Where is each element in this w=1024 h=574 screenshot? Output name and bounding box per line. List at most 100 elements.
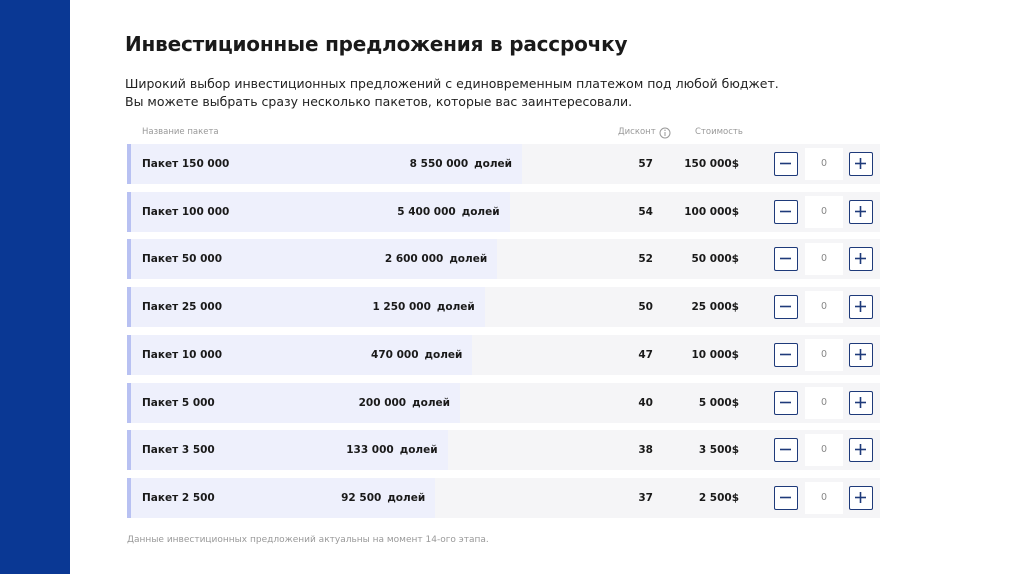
minus-icon: [780, 162, 791, 165]
plus-button[interactable]: [849, 199, 873, 224]
plus-button[interactable]: [849, 390, 873, 415]
minus-button[interactable]: [774, 390, 798, 415]
minus-icon: [780, 305, 791, 308]
minus-icon: [780, 401, 791, 403]
discount: 54: [638, 205, 653, 218]
shares-count: 2 600 000: [384, 253, 444, 266]
plus-icon: [855, 301, 866, 313]
quantity-input[interactable]: 0: [805, 291, 843, 324]
minus-button[interactable]: [774, 438, 798, 463]
minus-button[interactable]: [774, 485, 798, 510]
minus-icon: [780, 353, 791, 356]
quantity-input[interactable]: 0: [805, 434, 843, 467]
plus-button[interactable]: [849, 438, 873, 463]
discount: 47: [638, 348, 653, 361]
minus-button[interactable]: [774, 342, 798, 367]
quantity-input[interactable]: 0: [805, 148, 843, 180]
shares-count: 1 250 000: [372, 301, 431, 314]
minus-button[interactable]: [774, 295, 798, 320]
quantity-input[interactable]: 0: [805, 386, 843, 419]
row-accent: [127, 477, 131, 518]
shares-count: 133 000: [346, 444, 394, 457]
shares-unit: долей: [474, 158, 512, 170]
row-accent: [127, 382, 131, 423]
minus-button[interactable]: [774, 152, 798, 176]
shares: 8 550 000 долей: [127, 144, 512, 184]
quantity-input[interactable]: 0: [805, 243, 843, 276]
shares-unit: долей: [387, 491, 426, 504]
shares: 200 000 долей: [127, 383, 450, 423]
shares: 133 000 долей: [127, 430, 438, 470]
price: 2 500$: [698, 491, 739, 504]
page-title: Инвестиционные предложения в рассрочку: [125, 32, 628, 56]
quantity-input[interactable]: 0: [805, 481, 843, 514]
minus-button[interactable]: [774, 199, 798, 224]
shares-unit: долей: [449, 253, 488, 266]
shares-count: 5 400 000: [397, 205, 456, 218]
discount: 50: [638, 301, 653, 314]
row-accent: [127, 239, 131, 280]
shares-count: 470 000: [371, 348, 419, 361]
price: 50 000$: [691, 253, 740, 266]
discount: 57: [638, 158, 653, 170]
shares-count: 8 550 000: [409, 158, 469, 170]
shares-count: 200 000: [358, 396, 407, 409]
subtitle: Широкий выбор инвестиционных предложений…: [125, 76, 779, 91]
discount: 40: [638, 396, 653, 409]
plus-icon: [855, 253, 866, 265]
minus-icon: [780, 448, 791, 451]
price: 10 000$: [691, 348, 740, 361]
discount: 52: [638, 253, 653, 266]
package-name: Пакет 100 000: [142, 205, 230, 218]
plus-button[interactable]: [849, 342, 873, 367]
plus-button[interactable]: [849, 295, 873, 320]
table-row: Пакет 10 000 470 000 долей 47 10 000$ 0: [127, 334, 880, 375]
row-highlight: [131, 287, 485, 328]
plus-icon: [855, 348, 866, 360]
plus-button[interactable]: [849, 485, 873, 510]
shares-unit: долей: [436, 301, 475, 314]
row-highlight: [131, 239, 498, 280]
quantity-input[interactable]: 0: [805, 338, 843, 371]
minus-button[interactable]: [774, 247, 798, 272]
quantity-input[interactable]: 0: [805, 195, 843, 228]
package-name: Пакет 10 000: [142, 348, 223, 361]
price: 150 000$: [684, 158, 739, 170]
column-header: Стоимость: [695, 127, 743, 137]
plus-icon: [855, 444, 866, 456]
table-row: Пакет 5 000 200 000 долей 40 5 000$ 0: [127, 382, 880, 423]
column-header: Название пакета: [142, 127, 219, 137]
shares-unit: долей: [424, 348, 463, 361]
subtitle: Вы можете выбрать сразу несколько пакето…: [125, 94, 633, 109]
row-highlight: [131, 334, 473, 375]
row-highlight: [131, 144, 522, 184]
shares-unit: долей: [412, 396, 450, 409]
table-row: Пакет 100 000 5 400 000 долей 54 100 000$ 0: [127, 191, 880, 232]
plus-button[interactable]: [849, 247, 873, 272]
minus-icon: [780, 258, 791, 260]
shares: 2 600 000 долей: [127, 239, 487, 279]
package-name: Пакет 3 500: [142, 444, 215, 457]
minus-icon: [780, 496, 791, 499]
table-row: Пакет 150 000 8 550 000 долей 57 150 000$ 0: [127, 144, 880, 184]
info-icon[interactable]: [659, 127, 671, 139]
row-highlight: [131, 477, 436, 518]
shares-unit: долей: [399, 444, 438, 457]
price: 5 000$: [698, 396, 739, 409]
row-highlight: [131, 382, 460, 423]
price: 3 500$: [698, 444, 739, 457]
price: 25 000$: [691, 301, 740, 314]
row-accent: [127, 334, 131, 375]
plus-icon: [855, 491, 866, 503]
shares: 1 250 000 долей: [127, 287, 475, 327]
package-name: Пакет 5 000: [142, 396, 215, 409]
plus-button[interactable]: [849, 152, 873, 176]
row-accent: [127, 287, 131, 328]
shares-unit: долей: [461, 205, 500, 218]
package-name: Пакет 25 000: [142, 301, 223, 314]
row-highlight: [131, 191, 510, 232]
plus-icon: [855, 205, 866, 217]
shares: 92 500 долей: [127, 478, 425, 518]
table-row: Пакет 2 500 92 500 долей 37 2 500$ 0: [127, 477, 880, 518]
